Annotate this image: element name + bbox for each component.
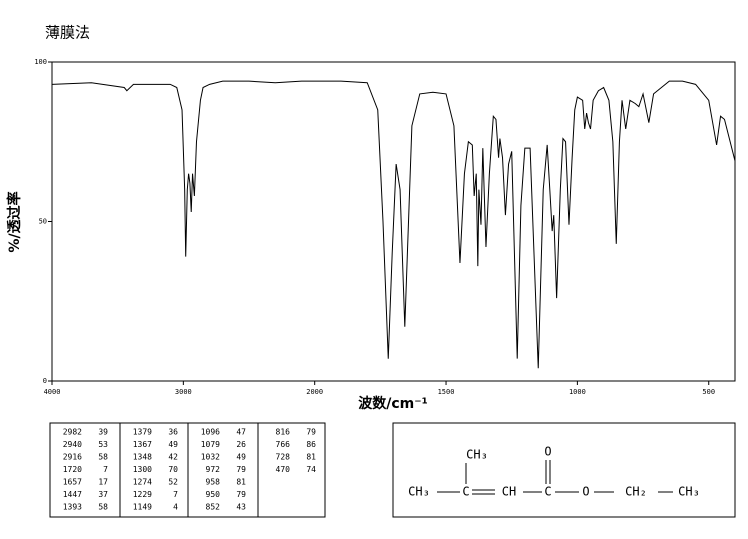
atom: CH₂ <box>625 485 647 499</box>
peak-transmittance: 52 <box>168 478 178 487</box>
peak-wavenumber: 1379 <box>133 428 152 437</box>
peak-wavenumber: 2940 <box>63 440 82 449</box>
atom: CH <box>502 485 516 499</box>
peak-transmittance: 86 <box>306 440 316 449</box>
peak-wavenumber: 816 <box>276 428 291 437</box>
atom: O <box>582 485 589 499</box>
peak-wavenumber: 1079 <box>201 440 220 449</box>
peak-wavenumber: 1032 <box>201 453 220 462</box>
peak-wavenumber: 1367 <box>133 440 152 449</box>
peak-wavenumber: 1274 <box>133 478 152 487</box>
peak-wavenumber: 1447 <box>63 490 82 499</box>
atom: O <box>544 445 551 459</box>
peak-wavenumber: 1348 <box>133 453 152 462</box>
structure-frame <box>392 422 736 518</box>
x-tick-label: 2000 <box>306 388 323 396</box>
peak-transmittance: 79 <box>236 465 246 474</box>
peak-wavenumber: 2916 <box>63 453 82 462</box>
peak-transmittance: 58 <box>98 453 108 462</box>
spectrum-line <box>51 80 736 369</box>
peak-transmittance: 36 <box>168 428 178 437</box>
y-tick-label: 50 <box>39 218 47 226</box>
peak-wavenumber: 1720 <box>63 465 82 474</box>
peak-transmittance: 70 <box>168 465 178 474</box>
peak-transmittance: 42 <box>168 453 178 462</box>
peak-transmittance: 53 <box>98 440 108 449</box>
x-axis-label: 波数/cm⁻¹ <box>358 395 428 412</box>
peak-wavenumber: 728 <box>276 453 291 462</box>
peak-transmittance: 37 <box>98 490 108 499</box>
peak-wavenumber: 1393 <box>63 503 82 512</box>
bonds <box>437 460 673 495</box>
peak-transmittance: 81 <box>236 478 246 487</box>
peak-transmittance: 7 <box>173 490 178 499</box>
peak-wavenumber: 852 <box>206 503 221 512</box>
peak-wavenumber: 1657 <box>63 478 82 487</box>
peak-table: 2982 39 2940 53 2916 58 1720 7 1657 17 1447 37 1393 5… <box>49 422 326 518</box>
peak-wavenumber: 958 <box>206 478 221 487</box>
peak-transmittance: 58 <box>98 503 108 512</box>
peak-wavenumber: 972 <box>206 465 221 474</box>
chart-title: 薄膜法 <box>45 24 90 42</box>
peak-wavenumber: 766 <box>276 440 291 449</box>
peak-transmittance: 81 <box>306 453 316 462</box>
peak-transmittance: 79 <box>306 428 316 437</box>
peak-transmittance: 49 <box>168 440 178 449</box>
peak-wavenumber: 1300 <box>133 465 152 474</box>
structure: CH₃ O CH₃ C CH C O CH₂ CH₃ <box>392 422 736 518</box>
peak-transmittance: 26 <box>236 440 246 449</box>
x-tick-label: 1500 <box>438 388 455 396</box>
peak-wavenumber: 1229 <box>133 490 152 499</box>
peak-transmittance: 47 <box>236 428 246 437</box>
y-tick-label: 0 <box>43 377 47 385</box>
peak-wavenumber: 470 <box>276 465 291 474</box>
y-tick-label: 100 <box>34 58 47 66</box>
y-axis-label: %/透过率 <box>6 191 23 252</box>
peak-wavenumber: 1149 <box>133 503 152 512</box>
peak-transmittance: 4 <box>173 503 178 512</box>
x-tick-label: 3000 <box>175 388 192 396</box>
peak-wavenumber: 1096 <box>201 428 220 437</box>
peak-transmittance: 39 <box>98 428 108 437</box>
peak-transmittance: 7 <box>103 465 108 474</box>
peak-transmittance: 49 <box>236 453 246 462</box>
x-tick-label: 4000 <box>44 388 61 396</box>
peak-transmittance: 74 <box>306 465 316 474</box>
x-tick-label: 500 <box>702 388 715 396</box>
peak-wavenumber: 950 <box>206 490 221 499</box>
atom: CH₃ <box>466 448 488 462</box>
peak-transmittance: 43 <box>236 503 246 512</box>
peak-transmittance: 17 <box>98 478 108 487</box>
atom: C <box>544 485 551 499</box>
x-tick-label: 1000 <box>569 388 586 396</box>
peak-transmittance: 79 <box>236 490 246 499</box>
atom: C <box>462 485 469 499</box>
atom: CH₃ <box>678 485 700 499</box>
atom: CH₃ <box>408 485 430 499</box>
peak-wavenumber: 2982 <box>63 428 82 437</box>
